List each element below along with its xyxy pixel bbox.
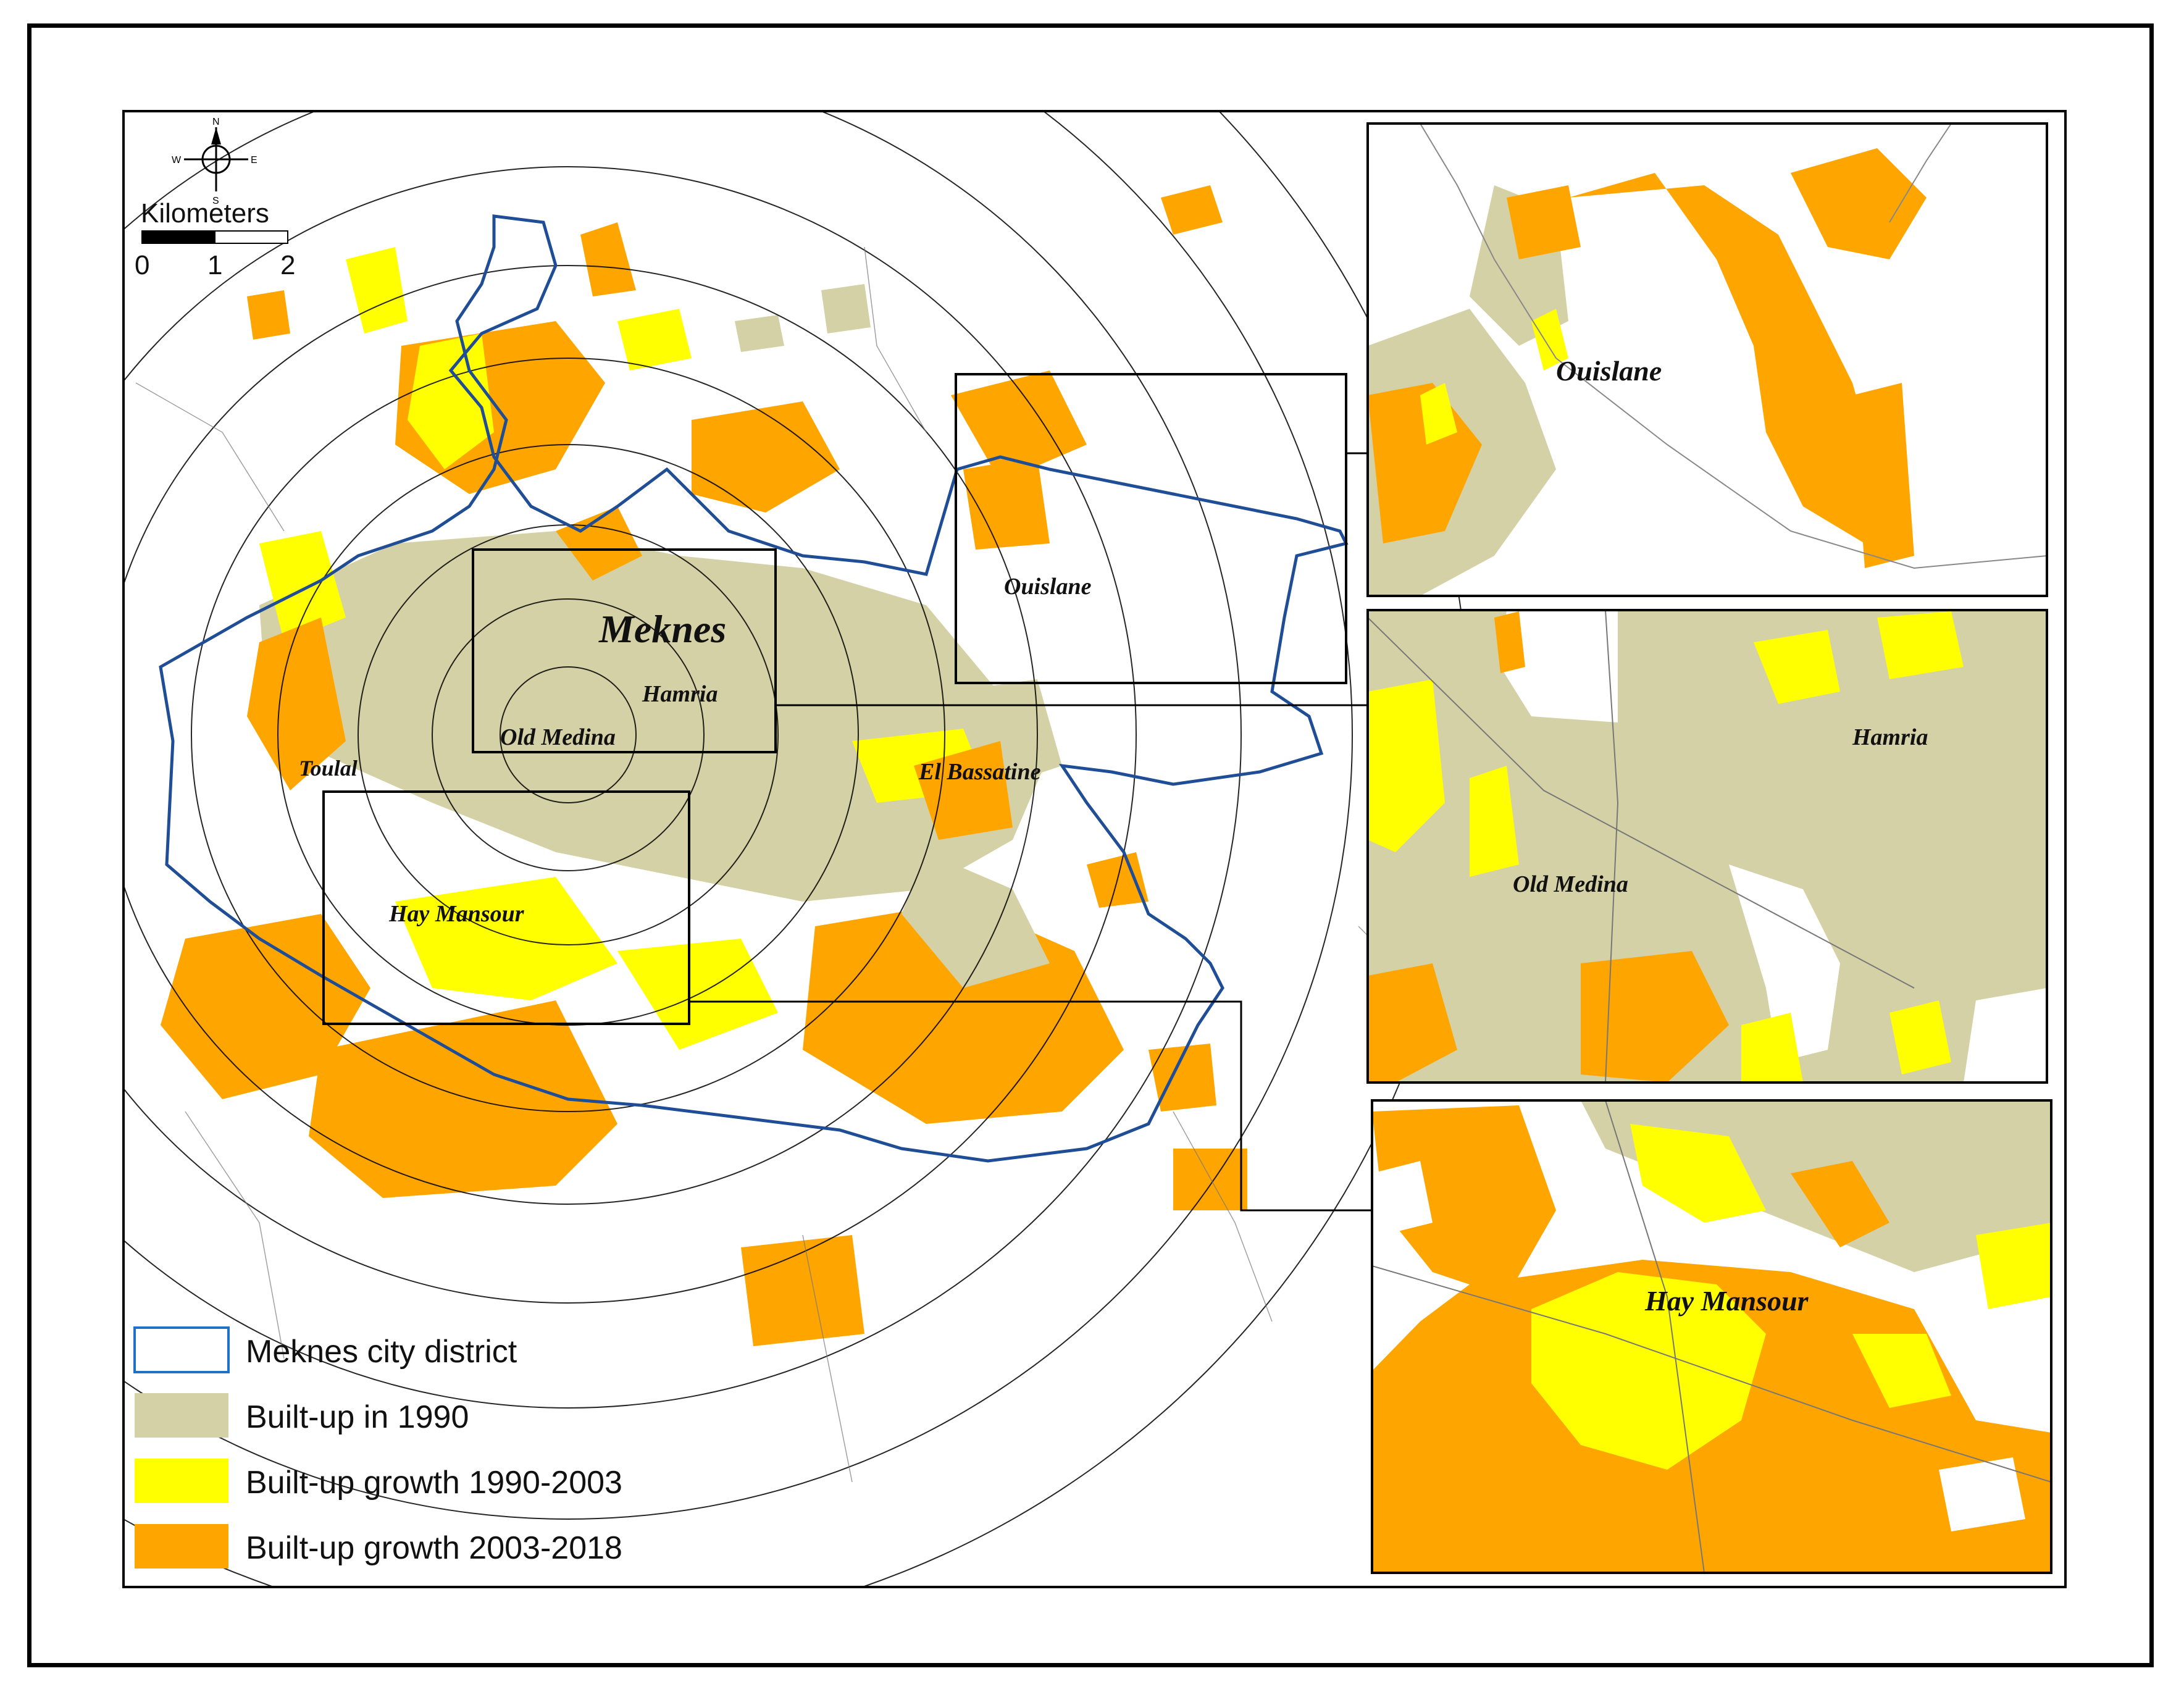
- label-ouislane: Ouislane: [1004, 574, 1092, 600]
- ouislane-locator-box: [955, 373, 1347, 684]
- hay-mansour-locator-box: [322, 790, 690, 1025]
- inset-ouislane: Ouislane: [1366, 122, 2048, 597]
- south-letter: S: [212, 196, 219, 206]
- north-letter: N: [212, 117, 220, 127]
- inset-label-ouislane: Ouislane: [1556, 355, 1662, 387]
- inset-label-hay-mansour: Hay Mansour: [1644, 1285, 1809, 1317]
- scale-label-2: 2: [280, 250, 295, 280]
- scale-label-0: 0: [135, 250, 149, 280]
- legend-label-1990-2003: Built-up growth 1990-2003: [246, 1465, 622, 1501]
- legend-label-1990: Built-up in 1990: [246, 1399, 469, 1435]
- main-map: [125, 112, 1618, 1586]
- legend-outline-swatch: [133, 1326, 230, 1373]
- legend-yellow-swatch: [135, 1459, 228, 1503]
- inset-label-old-medina: Old Medina: [1513, 871, 1628, 897]
- label-el-bassatine: El Bassatine: [918, 759, 1041, 785]
- center-locator-box: [472, 548, 777, 753]
- label-hay-mansour: Hay Mansour: [388, 901, 525, 927]
- leader-lines: [689, 452, 1372, 1212]
- city-district-outline: [159, 214, 1349, 1163]
- legend: Meknes city district Built-up in 1990 Bu…: [133, 1326, 622, 1568]
- label-old-medina: Old Medina: [500, 724, 616, 750]
- inset-hay-mansour: Hay Mansour: [1371, 1099, 2052, 1574]
- scale-segment-light: [214, 230, 288, 244]
- inset-locator-boxes: [322, 373, 1347, 1025]
- east-letter: E: [251, 155, 257, 165]
- scale-bar: Kilometers 0 1 2: [135, 198, 295, 280]
- legend-label-2003-2018: Built-up growth 2003-2018: [246, 1530, 622, 1566]
- label-toulal: Toulal: [299, 756, 358, 781]
- inset-center: Hamria Old Medina: [1366, 609, 2048, 1084]
- legend-orange-swatch: [135, 1524, 228, 1568]
- label-meknes: Meknes: [598, 607, 726, 651]
- legend-label-district: Meknes city district: [246, 1334, 517, 1370]
- label-hamria: Hamria: [642, 681, 718, 707]
- scale-label-1: 1: [207, 250, 222, 280]
- scale-bar-title: Kilometers: [141, 198, 269, 228]
- outer-frame: [27, 23, 2154, 1667]
- scale-segment-dark: [141, 230, 215, 244]
- north-arrow: N S E W: [172, 117, 257, 206]
- west-letter: W: [172, 155, 182, 165]
- legend-khaki-swatch: [135, 1393, 228, 1438]
- inset-label-hamria: Hamria: [1852, 724, 1928, 750]
